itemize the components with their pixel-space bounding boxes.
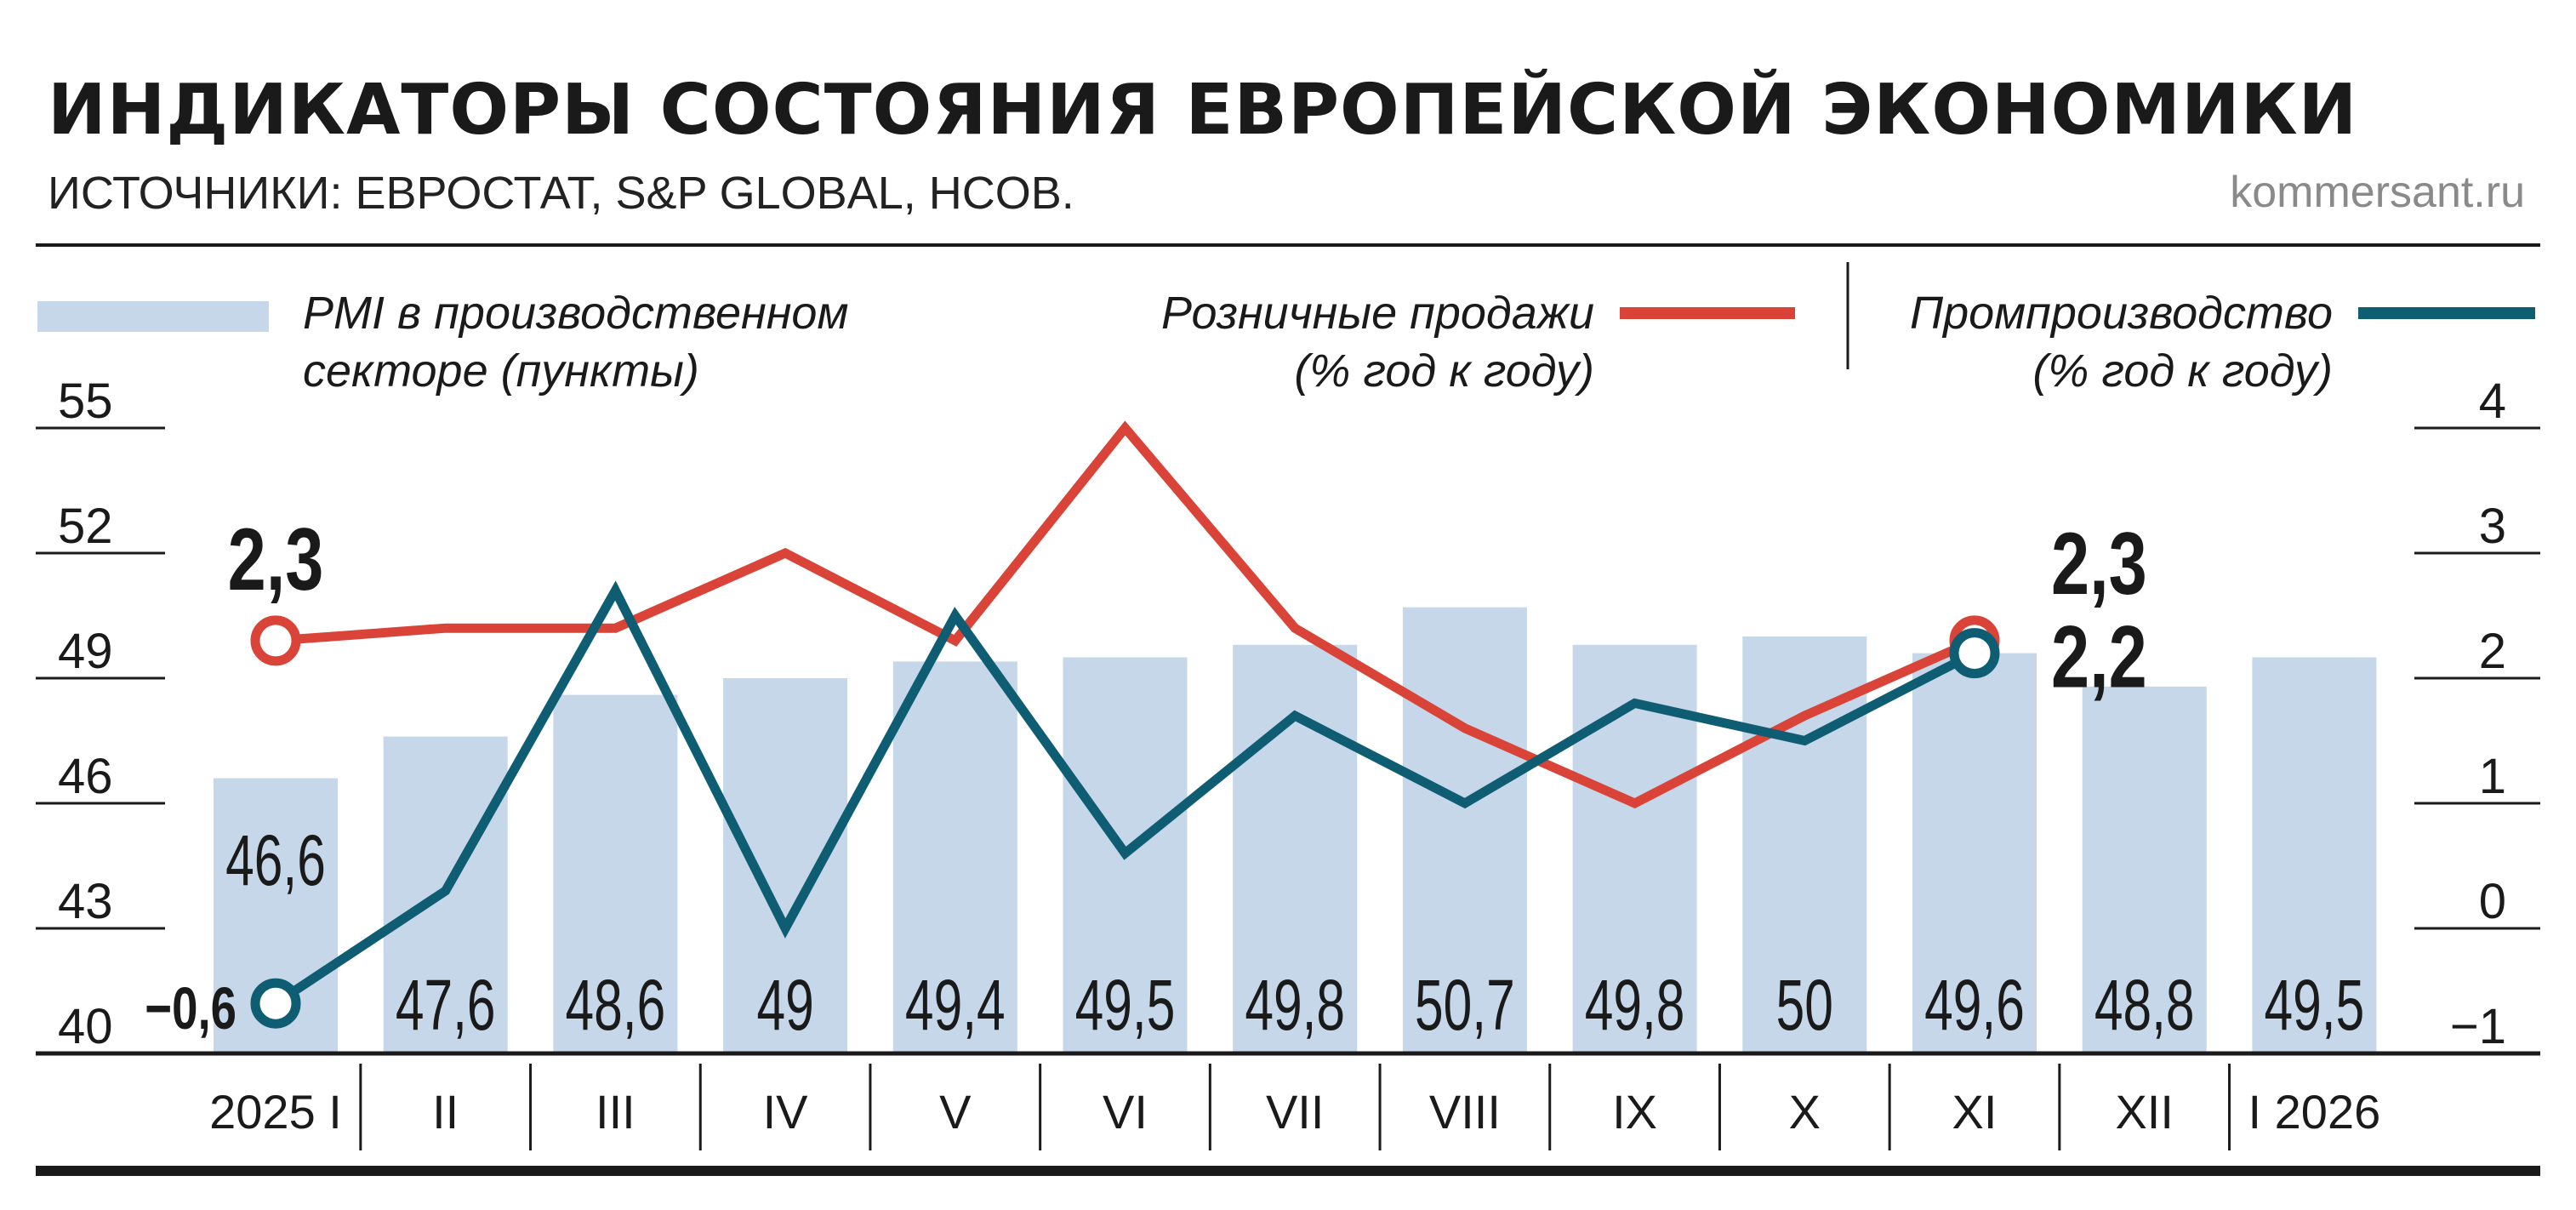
retail-sales-point [1294, 627, 1297, 630]
x-axis-label: III [596, 1085, 635, 1139]
legend-industry-label-line2: (% год к году) [2032, 345, 2333, 397]
x-axis-label: V [939, 1085, 972, 1139]
pmi-bar [1912, 653, 2037, 1053]
industrial-production-point [1463, 802, 1466, 804]
retail-sales-point [1804, 715, 1806, 717]
bottom-rule [36, 1166, 2540, 1176]
brand-label: kommersant.ru [2230, 168, 2525, 217]
chart-title: ИНДИКАТОРЫ СОСТОЯНИЯ ЕВРОПЕЙСКОЙ ЭКОНОМИ… [48, 70, 2358, 151]
pmi-bar [2082, 686, 2207, 1053]
left-axis-tick-label: 46 [58, 749, 113, 804]
pmi-bar [723, 678, 848, 1053]
industrial-production-endpoint-marker [250, 978, 301, 1029]
retail-sales-point [1463, 727, 1466, 729]
right-axis: 4 3 2 1 0 −1 [2414, 374, 2540, 1054]
pmi-bar-label: 48,6 [566, 965, 666, 1045]
retail-sales-point [444, 627, 447, 630]
retail-sales-endpoint-marker [250, 615, 301, 666]
pmi-bar-label: 49 [756, 965, 813, 1045]
pmi-bar-label: 48,8 [2094, 965, 2195, 1045]
retail-sales-point [1633, 802, 1636, 804]
industrial-production-point [1633, 702, 1636, 705]
x-axis-label: XII [2115, 1085, 2173, 1139]
industrial-production-point [1294, 715, 1297, 717]
pmi-bar [553, 694, 678, 1053]
retail-sales-point [1124, 427, 1126, 429]
pmi-bar-label: 46,6 [225, 820, 326, 900]
industrial-production-point [614, 590, 617, 592]
pmi-bar-label: 49,4 [905, 965, 1006, 1045]
pmi-bar-label: 49,5 [1075, 965, 1176, 1045]
x-axis-label: IX [1612, 1085, 1657, 1139]
industrial-production-endpoint-marker [1949, 628, 2000, 679]
pmi-bar-label: 49,8 [1245, 965, 1345, 1045]
retail-sales-annotation: 2,3 [228, 510, 324, 608]
industrial-production-series [250, 580, 2000, 1029]
x-axis-label: X [1789, 1085, 1821, 1139]
legend-retail-label-line2: (% год к году) [1294, 345, 1594, 397]
right-axis-tick-label: 0 [2479, 874, 2506, 929]
right-axis-tick-label: 2 [2479, 624, 2506, 679]
top-rule [36, 243, 2540, 247]
legend-pmi-swatch [37, 301, 269, 332]
pmi-bar [1742, 636, 1867, 1053]
pmi-bars [214, 607, 2377, 1053]
pmi-bar-label: 50,7 [1415, 965, 1515, 1045]
industrial-production-annotation: −0,6 [145, 976, 237, 1042]
industrial-production-point [784, 927, 787, 929]
legend-pmi-label-line2: секторе (пункты) [303, 345, 699, 397]
pmi-bar-labels: 46,6 47,6 48,6 49 49,4 49,5 49,8 50,7 49,8 50 49,6… [225, 820, 2364, 1045]
retail-sales-point [614, 627, 617, 630]
legend-industry-label-line1: Промпроизводство [1910, 288, 2333, 339]
legend-pmi-label-line1: PMI в производственном [303, 288, 849, 339]
x-axis-label: IV [763, 1085, 809, 1139]
x-axis: 2025 I II III IV V VI VII VIII IX X XI XII I 2026 [209, 1064, 2380, 1150]
pmi-bar [892, 661, 1017, 1053]
retail-sales-annotation: 2,3 [2051, 514, 2147, 613]
left-axis: 55 52 49 46 43 40 [36, 374, 165, 1054]
pmi-bar-label: 47,6 [396, 965, 496, 1045]
x-axis-label: 2025 I [209, 1085, 342, 1139]
x-axis-label: I 2026 [2248, 1085, 2381, 1139]
x-axis-label: VII [1266, 1085, 1324, 1139]
chart-source: ИСТОЧНИКИ: ЕВРОСТАТ, S&P GLOBAL, HCOB. [48, 168, 1074, 219]
pmi-bar [1402, 607, 1527, 1053]
industrial-production-point [1124, 852, 1126, 854]
left-axis-tick-label: 52 [58, 499, 113, 554]
retail-sales-point [784, 552, 787, 554]
legend-retail-label-line1: Розничные продажи [1161, 288, 1594, 339]
pmi-bar-label: 49,8 [1585, 965, 1685, 1045]
left-axis-tick-label: 43 [58, 874, 113, 929]
legend: PMI в производственном секторе (пункты) … [37, 262, 2535, 397]
industrial-production-point [1804, 739, 1806, 742]
industrial-production-annotation: 2,2 [2051, 608, 2147, 706]
pmi-bar-label: 49,5 [2265, 965, 2365, 1045]
left-axis-tick-label: 55 [58, 374, 113, 429]
right-axis-tick-label: 3 [2479, 499, 2506, 554]
pmi-bar-label: 49,6 [1924, 965, 2025, 1045]
left-axis-tick-label: 40 [58, 999, 113, 1054]
right-axis-tick-label: −1 [2450, 999, 2506, 1054]
x-axis-label: VI [1103, 1085, 1148, 1139]
right-axis-tick-label: 4 [2479, 374, 2506, 429]
pmi-bar-label: 50 [1776, 965, 1833, 1045]
x-axis-label: VIII [1429, 1085, 1501, 1139]
left-axis-tick-label: 49 [58, 624, 113, 679]
industrial-production-point [444, 889, 447, 892]
retail-sales-point [954, 639, 956, 642]
pmi-bar [2252, 657, 2377, 1053]
x-axis-label: XI [1952, 1085, 1998, 1139]
right-axis-tick-label: 1 [2479, 749, 2506, 804]
industrial-production-point [954, 614, 956, 617]
x-axis-label: II [432, 1085, 459, 1139]
annotations: 2,3 2,3 −0,6 2,2 [145, 510, 2147, 1042]
